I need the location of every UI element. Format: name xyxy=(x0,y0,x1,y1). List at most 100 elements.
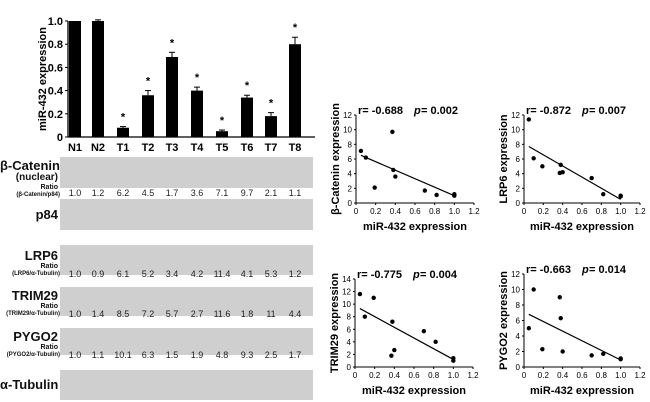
y-tick-label: 6 xyxy=(347,325,352,334)
data-point xyxy=(557,170,562,176)
y-tick-label: 0.2 xyxy=(48,109,63,121)
ratio-value: 11.4 xyxy=(213,269,231,279)
blot-label: p84 xyxy=(35,206,58,222)
x-tick-label: 0.4 xyxy=(557,207,569,216)
x-tick-label: 0.8 xyxy=(429,207,441,216)
blot-panel-tubulin xyxy=(60,370,313,400)
y-axis-label: miR-432 expression xyxy=(37,27,49,131)
ratio-value: 1.4 xyxy=(91,309,105,319)
x-tick-label: 0 xyxy=(353,371,358,380)
y-tick-label: 10 xyxy=(511,286,520,295)
y-tick-label: 4 xyxy=(516,170,521,179)
data-point xyxy=(358,148,364,154)
significance-star: * xyxy=(195,72,200,84)
ratio-value: 1.1 xyxy=(91,350,105,360)
data-point xyxy=(601,192,606,197)
y-axis-label: β-Catenin expression xyxy=(330,103,342,215)
x-tick-label: 0.8 xyxy=(428,371,440,380)
y-tick-label: 0.6 xyxy=(48,62,63,74)
p-label: p xyxy=(413,105,421,117)
blot-label: α-Tubulin xyxy=(0,377,59,392)
blot-panel-trim29 xyxy=(60,287,313,316)
significance-star: * xyxy=(170,37,175,49)
data-point xyxy=(362,314,368,319)
x-axis-label: miR-432 expression xyxy=(530,385,634,397)
x-tick-label: 1.2 xyxy=(468,207,480,216)
correlation-r: r= -0.688 xyxy=(358,105,403,117)
y-tick-label: 0 xyxy=(347,363,352,372)
x-tick-label: 1.2 xyxy=(634,371,646,380)
x-tick-label: 0.6 xyxy=(408,371,420,380)
x-axis-label: miR-432 expression xyxy=(530,221,634,233)
ratio-value: 8.5 xyxy=(116,309,130,319)
y-tick-label: 0 xyxy=(516,199,521,208)
ratio-formula: (LRP6/α-Tubulin) xyxy=(12,271,60,277)
data-point xyxy=(421,328,427,334)
y-tick-label: 2 xyxy=(516,348,521,357)
y-tick-label: 0.4 xyxy=(48,86,64,98)
ratio-value: 5.7 xyxy=(165,309,179,319)
ratio-value: 4.1 xyxy=(240,269,254,279)
ratio-value: 6.1 xyxy=(116,269,130,279)
y-tick-label: 12 xyxy=(343,111,352,120)
ratio-formula: (TRIM29/α-Tubulin) xyxy=(6,311,60,317)
ratio-value: 11.6 xyxy=(213,309,231,319)
ratio-value: 6.3 xyxy=(141,350,155,360)
data-point xyxy=(390,129,395,135)
data-point xyxy=(433,339,438,345)
ratio-value: 1.0 xyxy=(68,350,82,360)
ratio-value: 5.3 xyxy=(264,269,278,279)
bar xyxy=(265,116,277,137)
x-tick-label: T5 xyxy=(216,142,229,154)
y-tick-label: 12 xyxy=(511,270,520,279)
bar xyxy=(92,21,104,137)
x-tick-label: 0.4 xyxy=(557,371,569,380)
ratio-value: 6.2 xyxy=(116,188,130,198)
data-point xyxy=(540,346,545,352)
x-tick-label: 0 xyxy=(354,207,359,216)
x-tick-label: 0.2 xyxy=(538,371,550,380)
data-point xyxy=(357,291,363,297)
y-axis-label: LRP6 expression xyxy=(498,114,510,204)
data-point xyxy=(558,162,563,168)
ratio-value: 1.5 xyxy=(165,350,179,360)
ratio-value: 1.2 xyxy=(91,188,105,198)
ratio-formula: (PYGO2/α-Tubulin) xyxy=(6,352,60,358)
ratio-value: 1.0 xyxy=(68,269,82,279)
regression-line xyxy=(359,308,454,360)
correlation-r: r= -0.663 xyxy=(526,264,571,276)
ratio-value: 7.2 xyxy=(141,309,155,319)
ratio-formula: (β-Catenin/p84) xyxy=(16,192,60,198)
y-tick-label: 6 xyxy=(516,317,521,326)
regression-line xyxy=(360,154,455,197)
x-tick-label: T8 xyxy=(289,142,302,154)
ratio-value: 3.6 xyxy=(190,188,204,198)
data-point xyxy=(526,117,532,122)
y-tick-label: 2 xyxy=(347,350,352,359)
ratio-value: 2.1 xyxy=(264,188,278,198)
data-point xyxy=(422,188,428,193)
y-tick-label: 0.8 xyxy=(48,39,63,51)
y-tick-label: 6 xyxy=(516,155,521,164)
ratio-label: Ratio xyxy=(40,263,59,270)
y-tick-label: 10 xyxy=(511,126,520,135)
x-tick-label: T4 xyxy=(191,142,205,154)
y-tick-label: 6 xyxy=(348,155,353,164)
x-tick-label: 0.4 xyxy=(389,371,401,380)
y-axis-label: TRIM29 expression xyxy=(329,273,341,374)
bar xyxy=(191,90,203,137)
data-point xyxy=(389,353,394,358)
ratio-value: 1.2 xyxy=(288,269,302,279)
data-point xyxy=(531,287,536,292)
correlation-r: r= -0.775 xyxy=(357,269,402,281)
data-point xyxy=(392,347,397,353)
ratio-value: 1.7 xyxy=(288,350,302,360)
y-tick-label: 2 xyxy=(516,184,521,193)
data-point xyxy=(589,353,594,358)
p-label: p xyxy=(581,105,589,117)
x-tick-label: N2 xyxy=(91,142,105,154)
blot-panel-pygo2 xyxy=(60,328,313,355)
p-value: = 0.004 xyxy=(420,269,458,281)
x-tick-label: 0 xyxy=(522,371,527,380)
x-tick-label: 0.4 xyxy=(390,207,402,216)
